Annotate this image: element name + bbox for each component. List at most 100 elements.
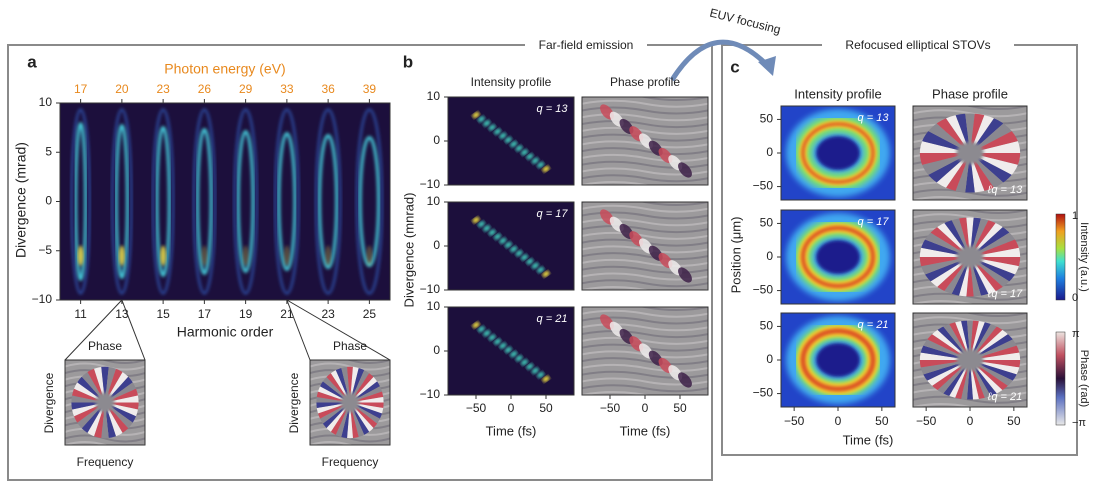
x-tick-label: 50 [673, 401, 687, 415]
phase-wave [582, 391, 708, 395]
phase-wedge [919, 320, 970, 360]
colorbar-label: π [1072, 328, 1080, 340]
top-tick-label: 26 [198, 82, 212, 96]
section-header: Refocused elliptical STOVs [845, 38, 990, 52]
harmonic-spot [366, 245, 373, 266]
phase-wave [582, 126, 708, 135]
axis-title: Divergence (mnrad) [401, 193, 416, 308]
phase-wave [582, 265, 708, 274]
phase-wedge [71, 385, 105, 403]
phase-wedge [105, 402, 139, 439]
intensity-spot [472, 321, 480, 329]
intensity-bg [448, 202, 574, 290]
axis-title: Time (fs) [486, 423, 537, 438]
phase-wedge [970, 360, 1021, 400]
phase-wave [582, 330, 708, 339]
inset-x-label: Frequency [77, 455, 134, 469]
intensity-spot [477, 221, 485, 228]
top-tick-label: 33 [280, 82, 294, 96]
intensity-spot [493, 338, 502, 345]
q-label: q = 17 [537, 208, 569, 220]
arrow-head [758, 56, 776, 76]
phase-wave [913, 300, 1027, 304]
intensity-spot [472, 216, 480, 224]
phase-wedge [928, 360, 970, 400]
intensity-spot [526, 153, 534, 160]
phase-wave [582, 252, 708, 261]
phase-wedge [316, 402, 350, 439]
x-tick-label: 17 [198, 307, 212, 321]
phase-wedge [919, 113, 970, 153]
y-tick-label: 0 [433, 343, 440, 357]
q-label: q = 17 [858, 216, 890, 228]
phase-wave [582, 286, 708, 290]
phase-wedge [350, 366, 383, 403]
phase-wedge [350, 402, 384, 439]
x-tick-label: 0 [967, 414, 974, 428]
phase-wedge [919, 125, 970, 153]
colorbar-title: Intensity (a.u.) [1078, 222, 1090, 292]
phase-wedge [919, 236, 970, 257]
intensity-spot [542, 375, 550, 383]
phase-wave [65, 360, 145, 364]
phase-wedge [970, 153, 1011, 193]
colorbar-label: −π [1072, 417, 1086, 429]
phase-wave [913, 292, 1027, 301]
phase-wedge [919, 153, 970, 181]
phase-wedge [919, 257, 970, 297]
phase-wedge [316, 389, 350, 403]
phase-wedge [919, 360, 970, 400]
phase-wedge [970, 257, 1021, 297]
phase-wedge [80, 402, 105, 439]
phase-wedge [919, 113, 970, 153]
axes-frame [59, 102, 391, 301]
panel-label: a [27, 52, 37, 71]
phase-wedge [944, 320, 970, 360]
phase-wedge [919, 360, 970, 400]
phase-wave [310, 434, 390, 443]
inset-y-label: Divergence [42, 372, 56, 433]
phase-wedge [350, 376, 384, 403]
harmonic-halo [274, 108, 300, 295]
phase-wedge [350, 402, 384, 416]
inset-x-label: Frequency [322, 455, 379, 469]
harmonic-ring [114, 124, 129, 279]
intensity-spot [515, 250, 523, 257]
phase-wedge [71, 402, 105, 439]
top-tick-label: 23 [156, 82, 170, 96]
x-tick-label: 15 [156, 307, 170, 321]
intensity-spot [531, 157, 539, 164]
phase-image [913, 313, 1027, 407]
phase-wedge [970, 257, 1002, 297]
phase-wedge [350, 366, 384, 403]
phase-wave [582, 99, 708, 108]
phase-wave [310, 360, 390, 364]
section-header: Far-field emission [539, 38, 634, 52]
x-tick-label: 0 [508, 401, 515, 415]
phase-wave [582, 225, 708, 234]
inset-y-label: Divergence [287, 372, 301, 433]
y-tick-label: −50 [753, 386, 774, 400]
phase-wedge [71, 369, 105, 403]
phase-wedge [350, 402, 384, 439]
column-title: Phase profile [932, 86, 1008, 101]
phase-wedge [350, 402, 384, 439]
intensity-spot [488, 124, 496, 131]
phase-wedge [970, 217, 1021, 257]
phase-wave [582, 113, 708, 122]
phase-wedge [105, 385, 139, 403]
x-tick-label: 11 [74, 307, 87, 321]
phase-wave [582, 181, 708, 185]
harmonic-ring [74, 122, 88, 281]
q-label: q = 21 [537, 313, 568, 325]
harmonic-ring [155, 126, 171, 277]
phase-wedge [919, 343, 970, 360]
phase-wedge [317, 402, 350, 439]
intensity-spot [542, 165, 550, 173]
phase-wedge [919, 153, 970, 193]
intensity-image [781, 106, 895, 200]
phase-wedge [970, 360, 1021, 400]
intensity-spot [510, 246, 518, 253]
phase-wedge [350, 389, 384, 403]
harmonic-halo [355, 108, 383, 295]
